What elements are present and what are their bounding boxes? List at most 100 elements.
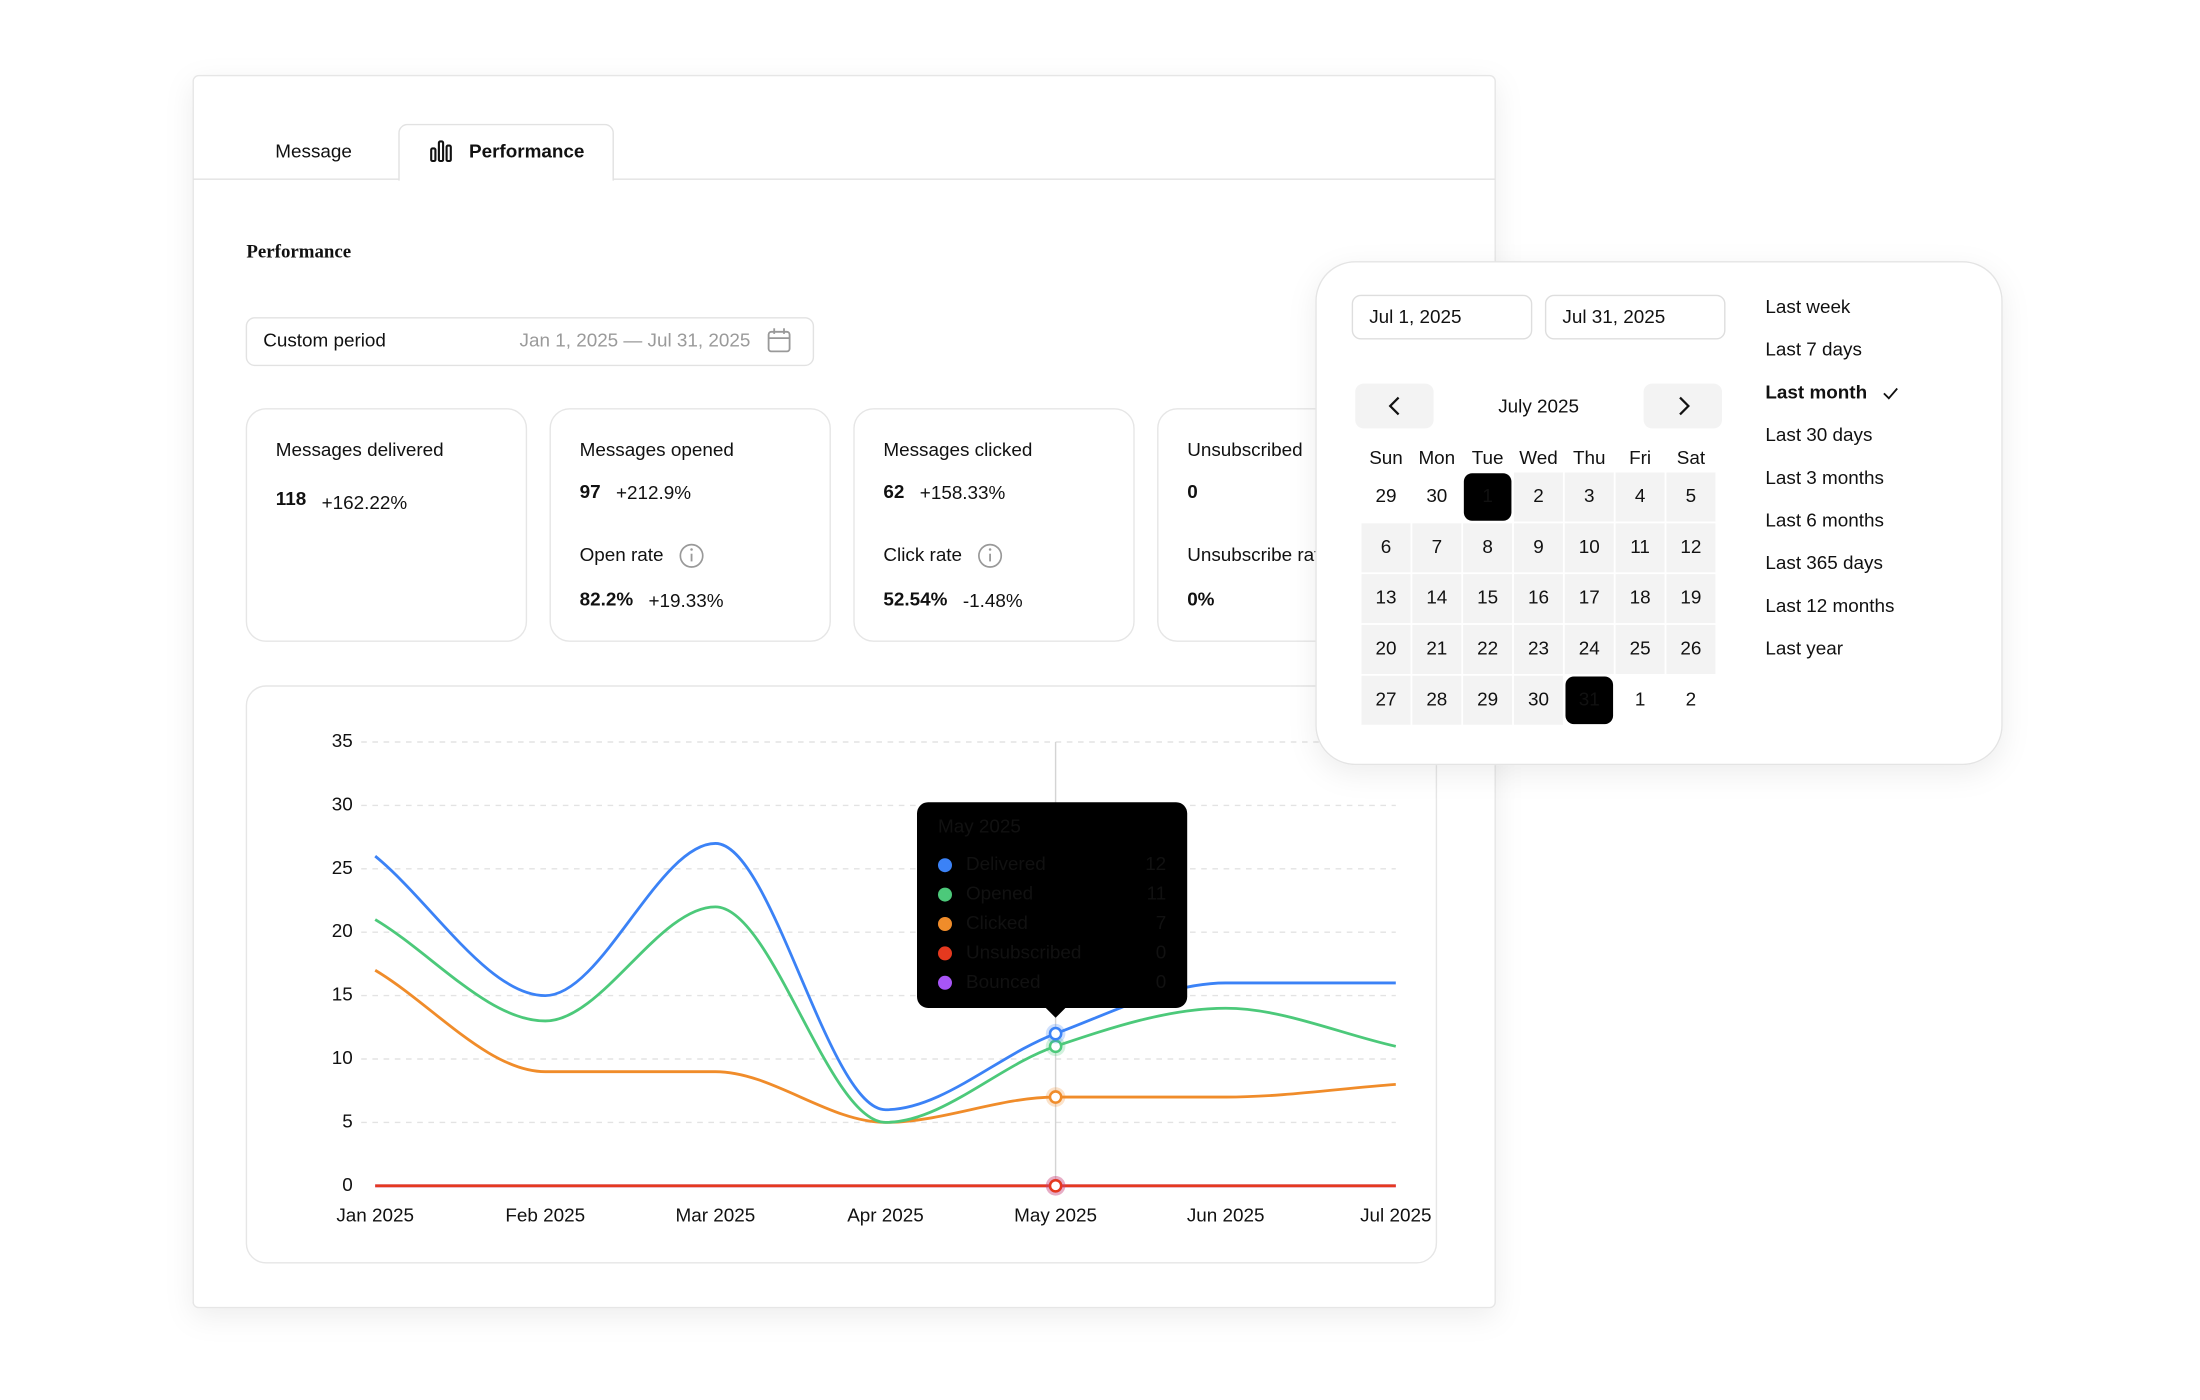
tooltip-value: 0 [1156, 942, 1167, 963]
x-tick-label: Feb 2025 [505, 1206, 585, 1227]
day-cell[interactable] [1615, 624, 1665, 674]
day-cell[interactable] [1666, 523, 1716, 573]
next-arrow [1679, 396, 1690, 416]
line-chart: 0 5 10 15 20 25 30 35 Jan 2025 Feb 2025 Mar 2025 Ap… [332, 731, 1432, 1227]
day-cell[interactable] [1412, 574, 1462, 624]
preset[interactable]: Last 365 days [1765, 553, 1883, 574]
stat-value: 0 [1187, 482, 1198, 503]
day-cell[interactable] [1513, 574, 1563, 624]
day-cell[interactable] [1615, 472, 1665, 522]
day-cell[interactable] [1463, 574, 1513, 624]
x-tick-label: Jul 2025 [1360, 1206, 1431, 1227]
day: 1 [1635, 689, 1645, 710]
preset[interactable]: Last 12 months [1765, 596, 1894, 617]
tooltip-pointer [1045, 1007, 1066, 1018]
day: 27 [1375, 689, 1396, 710]
day: 16 [1528, 588, 1549, 609]
tab[interactable]: Performance [469, 142, 584, 163]
day: 26 [1680, 638, 1701, 659]
day: 2 [1533, 486, 1544, 507]
day-cell[interactable] [1412, 523, 1462, 573]
day-cell[interactable] [1564, 574, 1614, 624]
day: 30 [1528, 689, 1549, 710]
day-selected[interactable] [1565, 676, 1614, 725]
day: 3 [1584, 486, 1595, 507]
day: 7 [1432, 537, 1443, 558]
active-tab[interactable] [398, 123, 614, 181]
day: 6 [1381, 537, 1392, 558]
day: 24 [1579, 638, 1600, 659]
day-cell[interactable] [1564, 523, 1614, 573]
day-cell[interactable] [1361, 574, 1411, 624]
day-cell[interactable] [1564, 624, 1614, 674]
preset[interactable]: Last year [1765, 639, 1843, 660]
point [1048, 1039, 1063, 1054]
day-cell[interactable] [1361, 523, 1411, 573]
stat-card [549, 408, 831, 642]
day-cell[interactable] [1361, 675, 1411, 725]
legend-name: Unsubscribed [966, 942, 1081, 963]
day-cell[interactable] [1513, 675, 1563, 725]
next-month[interactable] [1643, 383, 1722, 429]
y-tick-label: 20 [332, 921, 353, 942]
day-cell[interactable] [1463, 523, 1513, 573]
day-selected[interactable] [1463, 473, 1512, 521]
day: 31 [1579, 689, 1600, 710]
day: 11 [1630, 537, 1650, 558]
x-tick-label: Jun 2025 [1187, 1206, 1265, 1227]
day-cell[interactable] [1463, 624, 1513, 674]
day-cell[interactable] [1666, 574, 1716, 624]
info-icon [679, 543, 704, 568]
preset[interactable]: Last 30 days [1765, 425, 1872, 446]
day-cell[interactable] [1412, 624, 1462, 674]
day: 10 [1579, 537, 1600, 558]
legend-dot [937, 858, 952, 873]
period-label: Custom period [263, 331, 386, 352]
preset[interactable]: Last 6 months [1765, 510, 1884, 531]
tooltip-value: 11 [1147, 884, 1167, 905]
rate-value: 0% [1187, 590, 1214, 611]
day-cell[interactable] [1361, 624, 1411, 674]
tooltip [916, 802, 1188, 1008]
preset[interactable]: Last week [1765, 297, 1851, 318]
stat-label: Messages clicked [883, 440, 1032, 461]
day: 5 [1686, 486, 1697, 507]
check [1883, 387, 1898, 400]
day-cell[interactable] [1412, 675, 1462, 725]
weekday: Tue [1472, 448, 1504, 469]
day-cell[interactable] [1513, 624, 1563, 674]
day: 28 [1426, 689, 1447, 710]
x-tick-label: Jan 2025 [336, 1206, 414, 1227]
end-input[interactable] [1544, 294, 1726, 340]
stat-label: Unsubscribed [1187, 440, 1302, 461]
stat-change: +162.22% [322, 493, 408, 514]
day-cell[interactable] [1615, 574, 1665, 624]
weekday: Thu [1573, 448, 1606, 469]
day-cell[interactable] [1513, 472, 1563, 522]
day-cell[interactable] [1615, 523, 1665, 573]
weekday: Sat [1677, 448, 1706, 469]
tooltip-value: 0 [1156, 972, 1167, 993]
preset[interactable]: Last 3 months [1765, 468, 1884, 489]
legend-name: Bounced [966, 972, 1041, 993]
rate-value: 52.54% [883, 590, 947, 611]
prev-month[interactable] [1355, 383, 1434, 429]
preset[interactable]: Last 7 days [1765, 340, 1862, 361]
day-cell[interactable] [1463, 675, 1513, 725]
day-cell[interactable] [1666, 472, 1716, 522]
day: 18 [1630, 588, 1651, 609]
day-cell[interactable] [1513, 523, 1563, 573]
tab[interactable]: Message [275, 142, 352, 163]
x-tick-label: Mar 2025 [676, 1206, 756, 1227]
day-cell[interactable] [1666, 624, 1716, 674]
legend-dot [937, 916, 952, 931]
preset[interactable]: Last month [1765, 382, 1867, 403]
day-cell[interactable] [1564, 472, 1614, 522]
stat-label: Messages opened [580, 440, 734, 461]
rate-change: -1.48% [963, 591, 1023, 612]
start-date: Jul 1, 2025 [1369, 307, 1461, 328]
period-picker[interactable] [245, 317, 815, 367]
start-input[interactable] [1351, 294, 1533, 340]
y-tick-label: 0 [342, 1175, 353, 1196]
